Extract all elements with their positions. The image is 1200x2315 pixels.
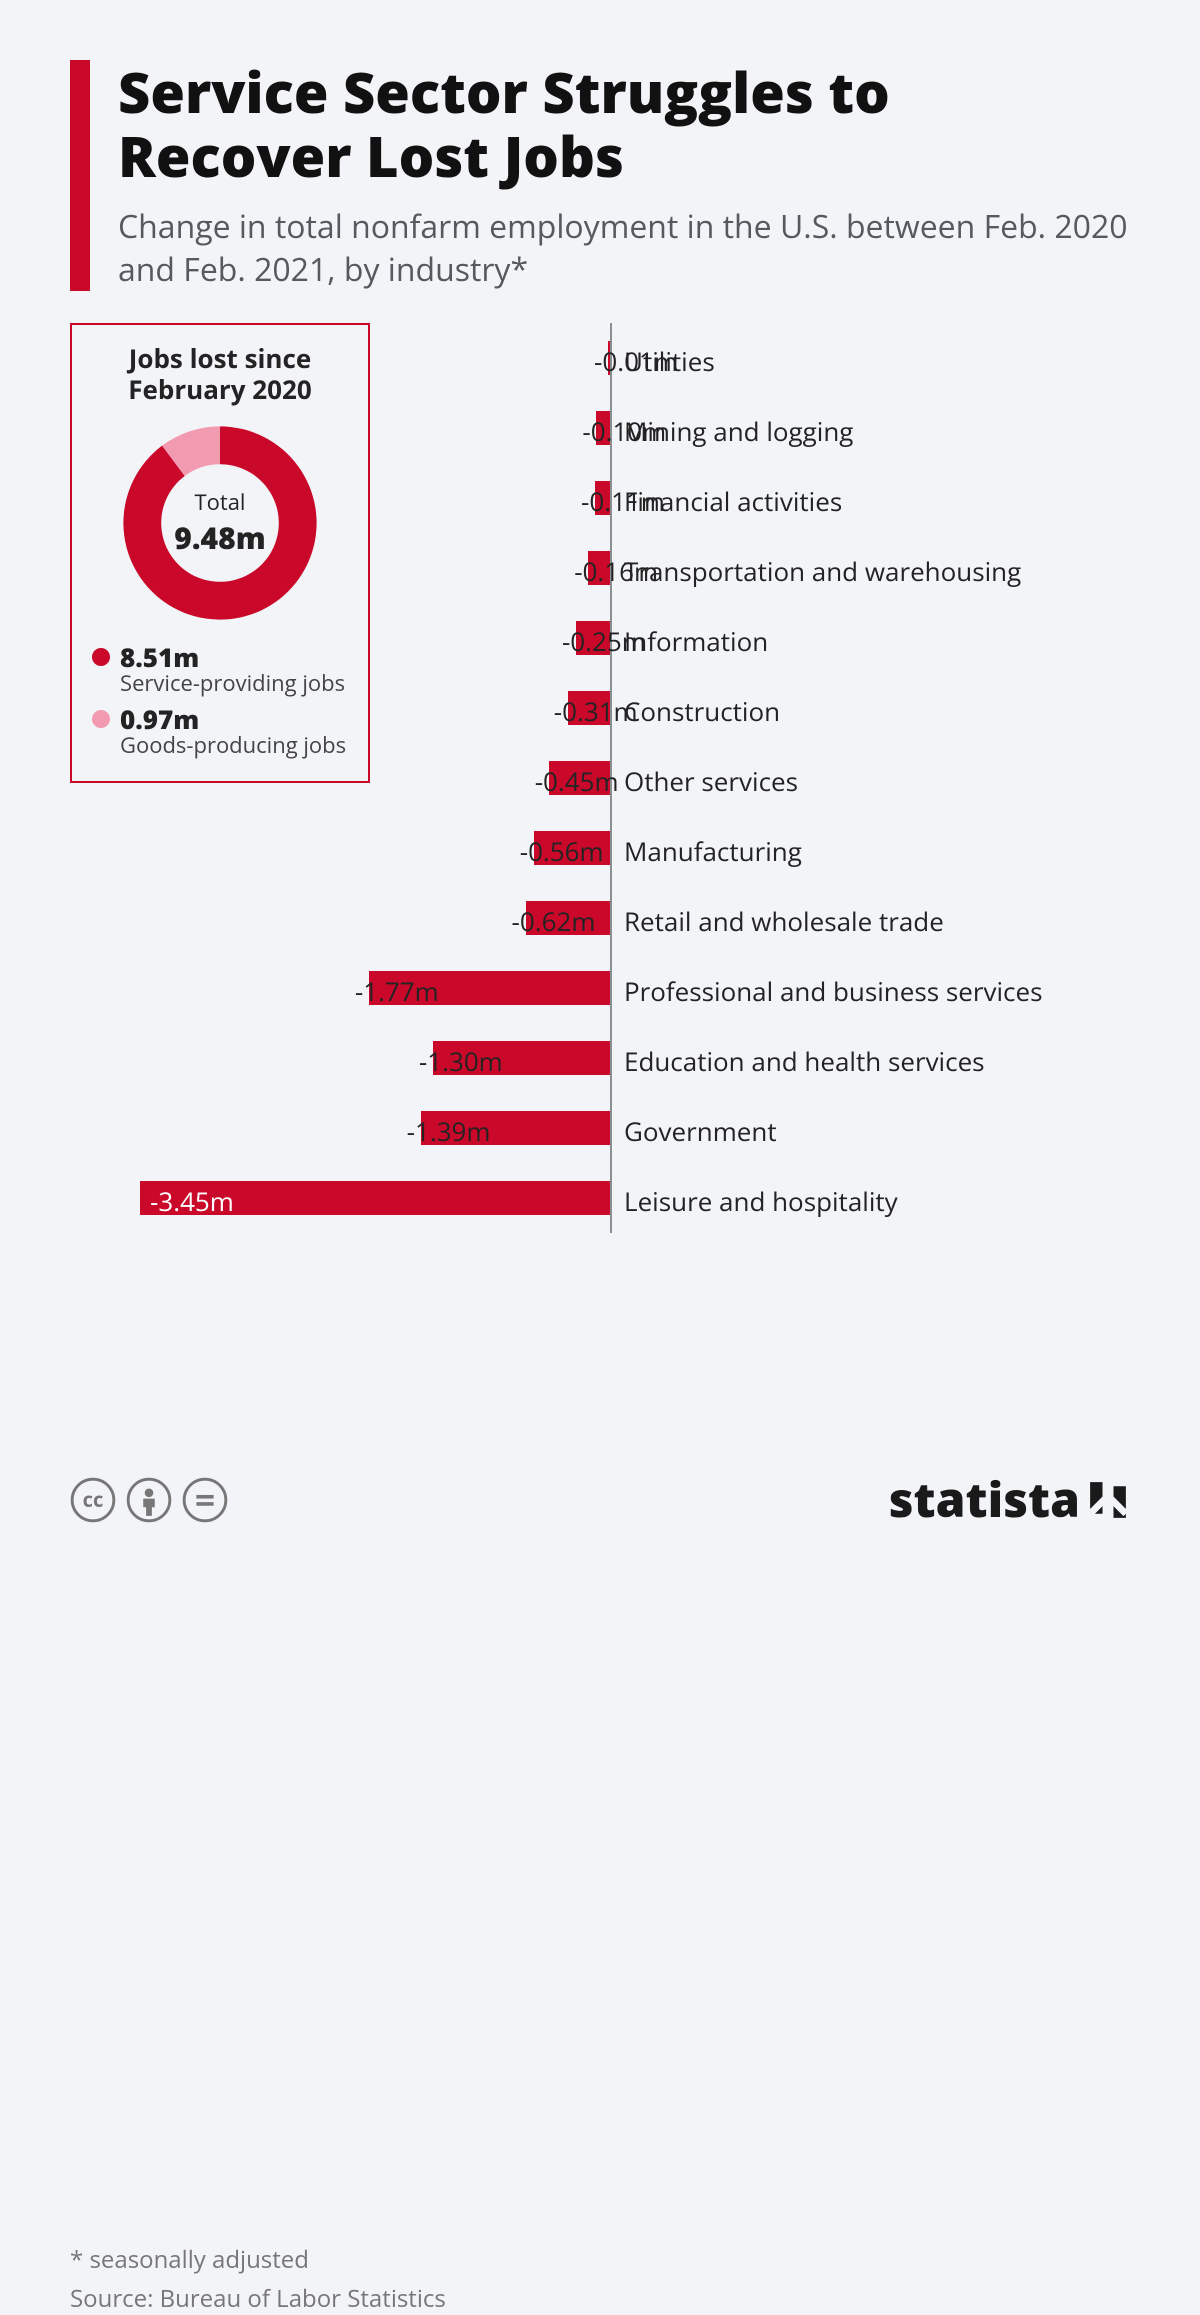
bar-category: Manufacturing	[624, 833, 802, 869]
accent-bar	[70, 60, 90, 291]
brand: statista	[889, 1467, 1130, 1532]
bar-category: Retail and wholesale trade	[624, 903, 944, 939]
chart-subtitle: Change in total nonfarm employment in th…	[118, 205, 1130, 291]
bar-category: Utilities	[624, 343, 715, 379]
chart-title: Service Sector Struggles to Recover Lost…	[118, 60, 1130, 189]
svg-text:cc: cc	[83, 1485, 104, 1513]
bar-category: Professional and business services	[624, 973, 1043, 1009]
bar-category: Financial activities	[624, 483, 842, 519]
bar-chart: -0.01mUtilities-0.10mMining and logging-…	[70, 323, 1130, 1283]
header-text: Service Sector Struggles to Recover Lost…	[118, 60, 1130, 291]
bar-value: -3.45m	[150, 1183, 234, 1219]
bar-category: Mining and logging	[624, 413, 853, 449]
nd-icon	[182, 1477, 228, 1523]
cc-icon: cc	[70, 1477, 116, 1523]
by-icon	[126, 1477, 172, 1523]
header: Service Sector Struggles to Recover Lost…	[70, 60, 1130, 291]
footer: cc statista	[70, 1467, 1130, 1532]
source: Source: Bureau of Labor Statistics	[70, 2282, 1130, 2315]
bar-category: Other services	[624, 763, 798, 799]
brand-icon	[1086, 1478, 1130, 1522]
content: Jobs lost since February 2020 Total 9.48…	[70, 323, 1130, 1283]
license-icons: cc	[70, 1477, 228, 1523]
bar-category: Education and health services	[624, 1043, 985, 1079]
bar-category: Transportation and warehousing	[624, 553, 1021, 589]
bar-category: Government	[624, 1113, 777, 1149]
bar-category: Leisure and hospitality	[624, 1183, 898, 1219]
bar-category: Construction	[624, 693, 780, 729]
footnote: * seasonally adjusted	[70, 2243, 1130, 2276]
bar-category: Information	[624, 623, 768, 659]
brand-text: statista	[889, 1467, 1080, 1532]
